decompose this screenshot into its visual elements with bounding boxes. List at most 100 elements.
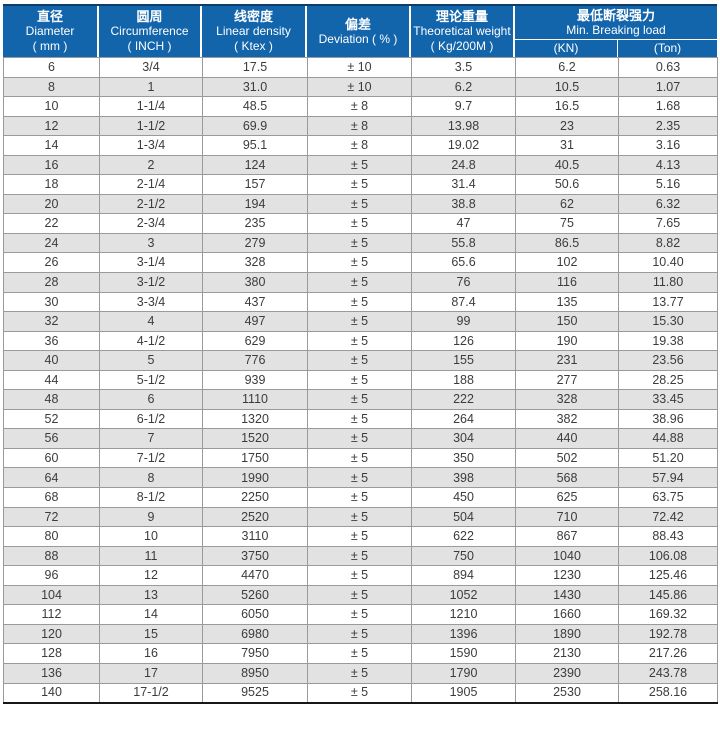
table-cell: ± 5 bbox=[307, 272, 412, 293]
table-cell: 6050 bbox=[202, 604, 308, 625]
circumference-unit: ( INCH ) bbox=[127, 39, 172, 53]
table-row: 24 3 279 ± 5 55.8 86.5 8.82 bbox=[3, 232, 718, 254]
table-cell: 750 bbox=[411, 545, 516, 567]
table-cell: 350 bbox=[411, 447, 516, 469]
table-cell: 1905 bbox=[411, 682, 516, 704]
table-cell: 33.45 bbox=[618, 389, 718, 410]
table-cell: 235 bbox=[202, 213, 308, 234]
table-cell: ± 5 bbox=[307, 408, 412, 430]
table-cell: 24 bbox=[3, 232, 100, 254]
table-cell: 63.75 bbox=[618, 487, 718, 508]
table-cell: ± 10 bbox=[307, 76, 412, 98]
table-cell: 40 bbox=[3, 350, 100, 371]
table-row: 10 1-1/4 48.5 ± 8 9.7 16.5 1.68 bbox=[3, 96, 718, 117]
table-cell: 382 bbox=[515, 408, 619, 430]
table-row: 136 17 8950 ± 5 1790 2390 243.78 bbox=[3, 662, 718, 684]
table-cell: 88 bbox=[3, 545, 100, 567]
table-cell: 10 bbox=[99, 526, 203, 547]
table-cell: 7-1/2 bbox=[99, 447, 203, 469]
table-cell: 31.0 bbox=[202, 76, 308, 98]
table-cell: 145.86 bbox=[618, 584, 718, 606]
table-cell: 1990 bbox=[202, 467, 308, 489]
diameter-label-zh: 直径 bbox=[36, 9, 63, 24]
table-cell: 155 bbox=[411, 350, 516, 371]
table-cell: 277 bbox=[515, 369, 619, 391]
circumference-label-en: Circumference bbox=[110, 24, 189, 38]
deviation-label-en: Deviation ( % ) bbox=[318, 31, 398, 46]
table-cell: 776 bbox=[202, 350, 308, 371]
table-cell: 128 bbox=[3, 643, 100, 664]
linear-density-label-en: Linear density bbox=[216, 24, 291, 38]
table-cell: 192.78 bbox=[618, 623, 718, 645]
table-cell: 104 bbox=[3, 584, 100, 606]
table-cell: 13 bbox=[99, 584, 203, 606]
table-cell: 3 bbox=[99, 232, 203, 254]
table-cell: 3-3/4 bbox=[99, 291, 203, 313]
table-cell: ± 8 bbox=[307, 96, 412, 117]
table-cell: ± 5 bbox=[307, 604, 412, 625]
table-cell: 136 bbox=[3, 662, 100, 684]
table-cell: 6.2 bbox=[411, 76, 516, 98]
table-cell: 15 bbox=[99, 623, 203, 645]
table-cell: 328 bbox=[202, 252, 308, 274]
table-cell: 102 bbox=[515, 252, 619, 274]
table-cell: 99 bbox=[411, 311, 516, 332]
table-cell: 11.80 bbox=[618, 272, 718, 293]
table-cell: 44 bbox=[3, 369, 100, 391]
table-cell: 258.16 bbox=[618, 682, 718, 704]
table-cell: 1660 bbox=[515, 604, 619, 625]
table-cell: 36 bbox=[3, 330, 100, 352]
table-cell: 622 bbox=[411, 526, 516, 547]
table-cell: 28.25 bbox=[618, 369, 718, 391]
table-cell: 8950 bbox=[202, 662, 308, 684]
table-cell: ± 5 bbox=[307, 252, 412, 274]
table-cell: 1-1/4 bbox=[99, 96, 203, 117]
table-cell: 8 bbox=[99, 467, 203, 489]
table-row: 72 9 2520 ± 5 504 710 72.42 bbox=[3, 506, 718, 528]
table-row: 40 5 776 ± 5 155 231 23.56 bbox=[3, 350, 718, 371]
table-cell: 65.6 bbox=[411, 252, 516, 274]
column-header-circumference: 圆周 Circumference ( INCH ) bbox=[99, 6, 202, 57]
table-cell: 10 bbox=[3, 96, 100, 117]
table-cell: 867 bbox=[515, 526, 619, 547]
table-cell: 502 bbox=[515, 447, 619, 469]
table-cell: 3.5 bbox=[411, 57, 516, 78]
table-cell: 1230 bbox=[515, 565, 619, 586]
breaking-load-title: 最低断裂强力 Min. Breaking load bbox=[515, 6, 717, 39]
table-cell: 22 bbox=[3, 213, 100, 234]
spec-data-table: 6 3/4 17.5 ± 10 3.5 6.2 0.63 8 1 31.0 ± 10 6.2 10.5 1… bbox=[3, 57, 718, 704]
table-cell: 50.6 bbox=[515, 174, 619, 195]
table-cell: 19.02 bbox=[411, 135, 516, 156]
table-cell: 38.96 bbox=[618, 408, 718, 430]
table-cell: 48 bbox=[3, 389, 100, 410]
table-cell: 497 bbox=[202, 311, 308, 332]
table-cell: 504 bbox=[411, 506, 516, 528]
table-cell: 72 bbox=[3, 506, 100, 528]
table-cell: 629 bbox=[202, 330, 308, 352]
table-row: 20 2-1/2 194 ± 5 38.8 62 6.32 bbox=[3, 193, 718, 215]
table-row: 36 4-1/2 629 ± 5 126 190 19.38 bbox=[3, 330, 718, 352]
table-cell: 3750 bbox=[202, 545, 308, 567]
table-cell: 8.82 bbox=[618, 232, 718, 254]
table-row: 120 15 6980 ± 5 1396 1890 192.78 bbox=[3, 623, 718, 645]
table-cell: 243.78 bbox=[618, 662, 718, 684]
table-cell: 1040 bbox=[515, 545, 619, 567]
table-cell: 2-3/4 bbox=[99, 213, 203, 234]
deviation-label-zh: 偏差 bbox=[344, 16, 371, 32]
table-cell: 135 bbox=[515, 291, 619, 313]
table-cell: 19.38 bbox=[618, 330, 718, 352]
table-cell: 17-1/2 bbox=[99, 682, 203, 704]
table-cell: 2-1/4 bbox=[99, 174, 203, 195]
table-cell: 1110 bbox=[202, 389, 308, 410]
table-cell: ± 5 bbox=[307, 330, 412, 352]
table-cell: 3/4 bbox=[99, 57, 203, 78]
table-cell: 60 bbox=[3, 447, 100, 469]
table-cell: 6.32 bbox=[618, 193, 718, 215]
table-cell: ± 8 bbox=[307, 135, 412, 156]
table-cell: 76 bbox=[411, 272, 516, 293]
table-row: 12 1-1/2 69.9 ± 8 13.98 23 2.35 bbox=[3, 115, 718, 137]
table-cell: 2530 bbox=[515, 682, 619, 704]
table-cell: ± 5 bbox=[307, 213, 412, 234]
table-cell: 4470 bbox=[202, 565, 308, 586]
